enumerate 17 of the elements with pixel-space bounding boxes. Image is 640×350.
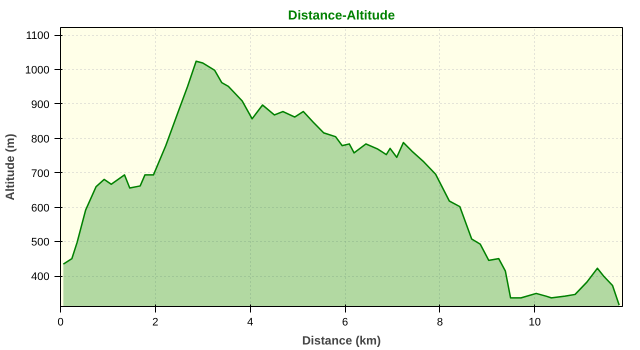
x-tick-label: 4 (247, 316, 254, 328)
x-tick-label: 8 (436, 316, 443, 328)
y-tick-label: 800 (31, 133, 50, 146)
y-tick-label: 600 (31, 202, 50, 214)
chart-title: Distance-Altitude (288, 8, 395, 22)
x-tick-label: 10 (528, 316, 541, 328)
y-tick-label: 1000 (25, 64, 50, 77)
x-axis-title: Distance (km) (302, 334, 381, 348)
x-tick-label: 6 (342, 316, 348, 328)
y-tick-label: 400 (31, 271, 50, 284)
y-tick-label: 900 (31, 98, 50, 111)
y-tick-label: 1100 (26, 30, 50, 42)
x-tick-label: 0 (57, 316, 64, 328)
x-tick-label: 2 (152, 316, 158, 328)
y-tick-label: 500 (31, 236, 50, 249)
y-tick-label: 700 (31, 168, 50, 180)
y-axis-title: Altitude (m) (3, 134, 18, 200)
